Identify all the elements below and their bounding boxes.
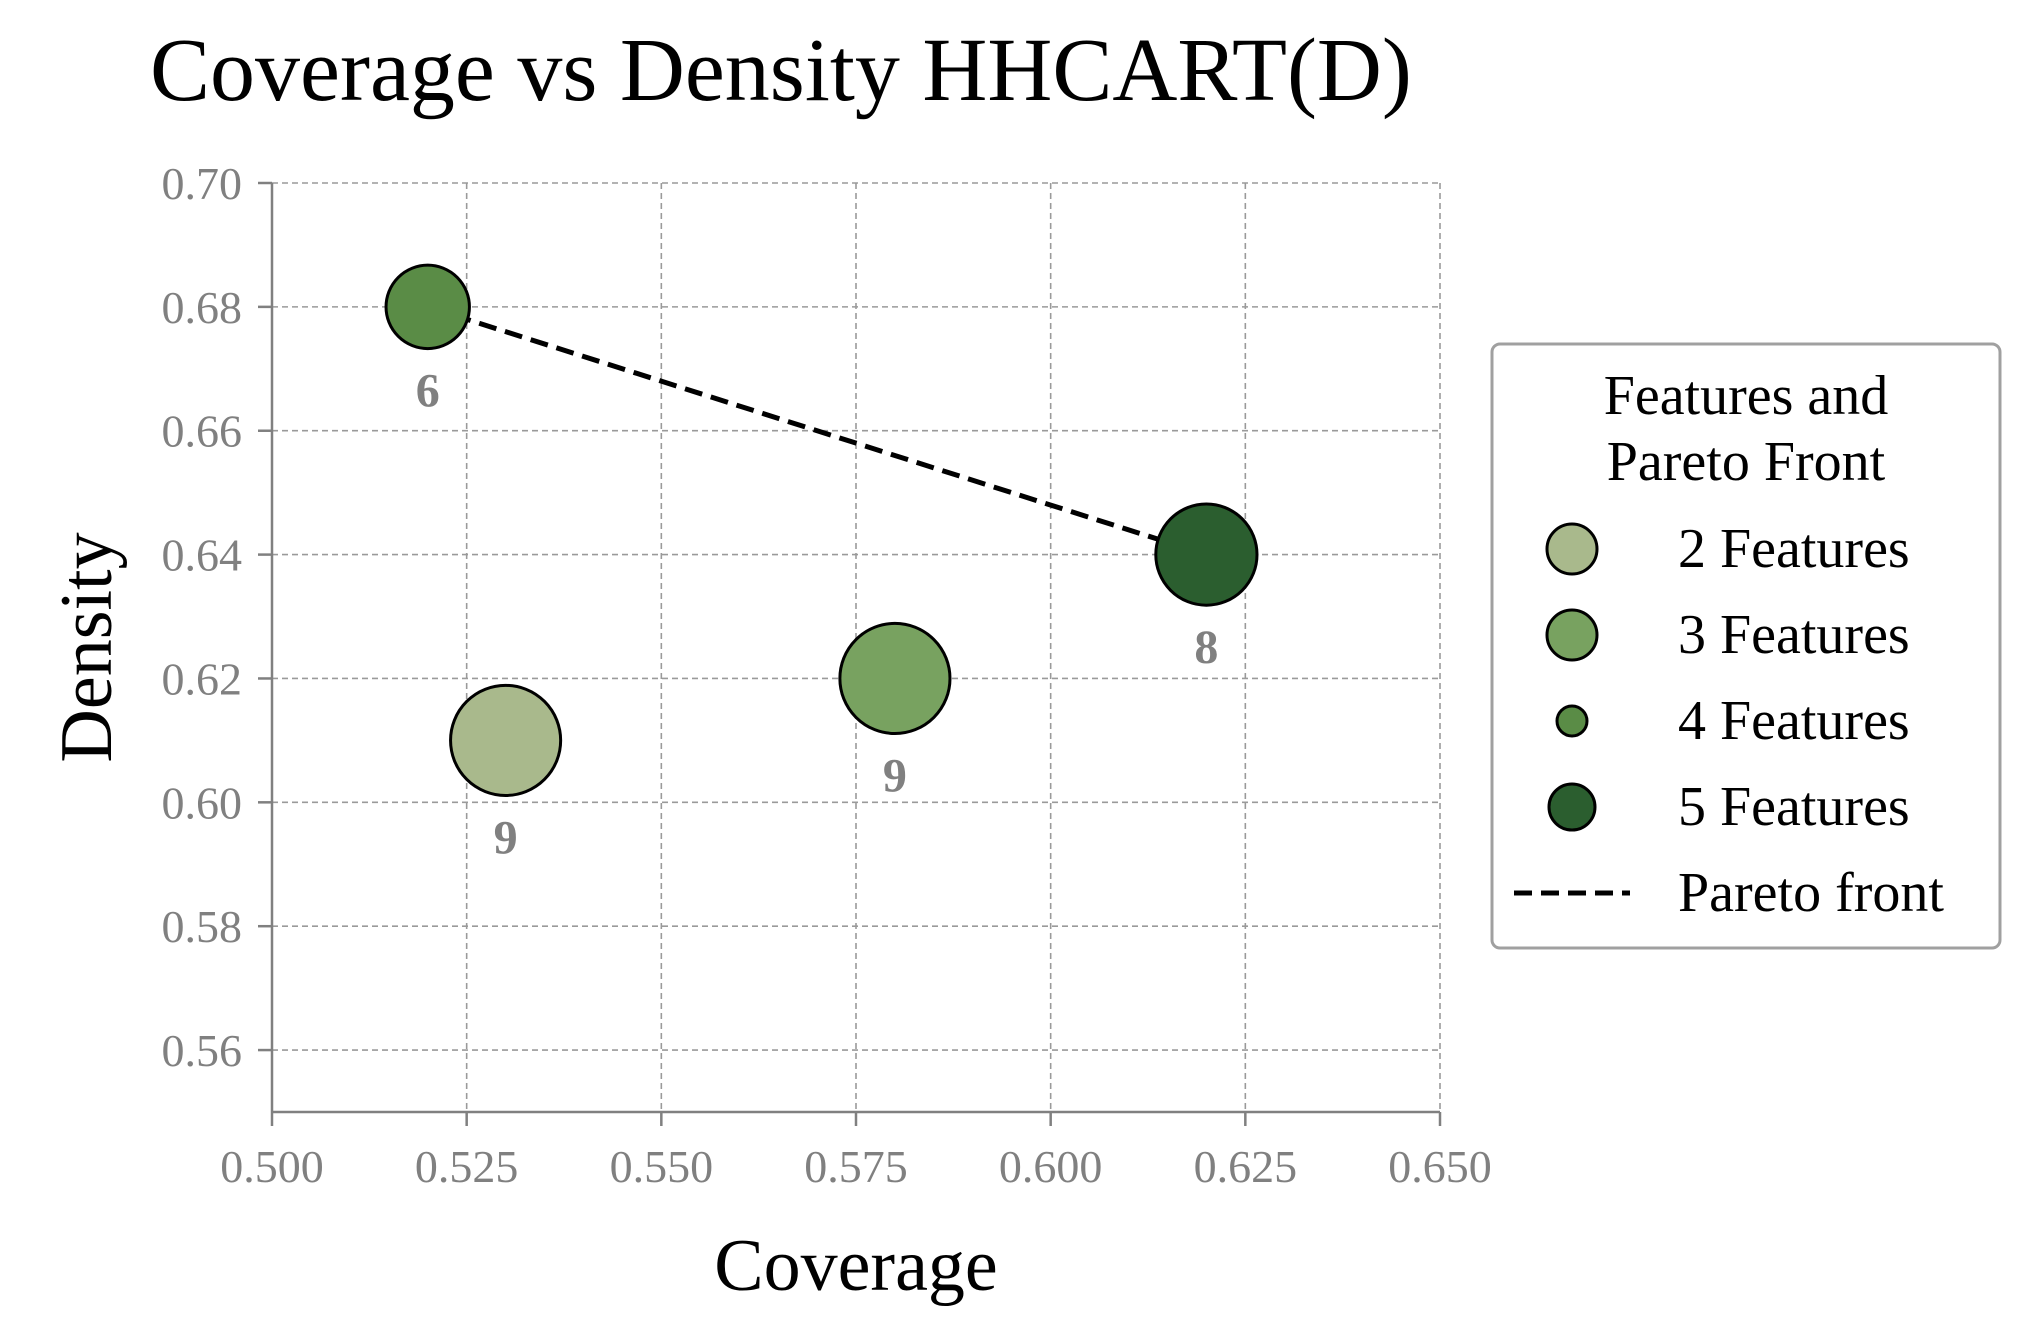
x-axis-title: Coverage: [714, 1225, 998, 1307]
legend-items: 2 Features 3 Features 4 Features 5 Features…: [1514, 518, 1944, 924]
legend-label: 4 Features: [1678, 690, 1910, 752]
pareto-front-line: [426, 304, 1208, 557]
point-label: 6: [416, 365, 440, 418]
legend-title-line: Features and: [1604, 365, 1889, 427]
x-tick-label: 0.525: [415, 1141, 519, 1192]
data-point: [838, 621, 952, 736]
legend-title-line: Pareto Front: [1607, 431, 1886, 493]
point-label: 8: [1194, 621, 1218, 674]
legend: Features and Pareto Front 2 Features 3 Fea…: [1490, 342, 2002, 950]
grid-lines: [271, 182, 1441, 1112]
legend-label: 2 Features: [1678, 518, 1910, 580]
point-label: 9: [494, 811, 518, 864]
legend-marker: [1545, 608, 1599, 662]
legend-box: [1490, 342, 2002, 950]
y-axis-title: Density: [46, 532, 128, 762]
legend-title: Features and Pareto Front: [1604, 365, 1889, 493]
y-tick-label: 0.66: [162, 406, 243, 457]
data-point: [384, 263, 471, 351]
point-label: 9: [883, 750, 907, 803]
y-tick-label: 0.60: [162, 777, 243, 828]
legend-marker: [1555, 704, 1589, 738]
legend-label: 3 Features: [1678, 604, 1910, 666]
x-tick-label: 0.625: [1194, 1141, 1298, 1192]
y-tick-label: 0.56: [162, 1025, 243, 1076]
x-tick-label: 0.550: [610, 1141, 714, 1192]
legend-label: 5 Features: [1678, 776, 1910, 838]
chart-title: Coverage vs Density HHCART(D): [150, 21, 1412, 120]
data-point: [1154, 502, 1259, 607]
x-tick-label: 0.500: [220, 1141, 324, 1192]
y-tick-label: 0.58: [162, 901, 243, 952]
x-tick-label: 0.575: [804, 1141, 908, 1192]
y-tick-label: 0.68: [162, 282, 243, 333]
x-tick-label: 0.600: [999, 1141, 1103, 1192]
legend-label: Pareto front: [1678, 862, 1944, 924]
y-tick-label: 0.70: [162, 158, 243, 209]
data-points: 9 9 6 8: [384, 263, 1259, 864]
legend-marker: [1545, 522, 1599, 576]
pareto-front: [426, 304, 1208, 557]
y-tick-label: 0.64: [162, 530, 243, 581]
x-tick-label: 0.650: [1388, 1141, 1492, 1192]
legend-marker: [1547, 782, 1597, 832]
data-point: [449, 683, 563, 797]
axes: 0.500 0.525 0.550 0.575 0.600 0.625 0.650 0.56 0…: [162, 158, 1492, 1192]
y-tick-label: 0.62: [162, 653, 243, 704]
